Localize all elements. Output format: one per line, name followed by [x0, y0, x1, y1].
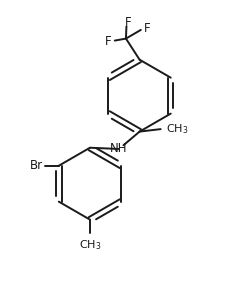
Text: F: F	[105, 35, 112, 48]
Text: Br: Br	[30, 159, 43, 172]
Text: F: F	[144, 22, 150, 35]
Text: NH: NH	[110, 143, 127, 156]
Text: CH$_3$: CH$_3$	[166, 122, 188, 136]
Text: CH$_3$: CH$_3$	[79, 238, 101, 252]
Text: F: F	[125, 16, 132, 29]
